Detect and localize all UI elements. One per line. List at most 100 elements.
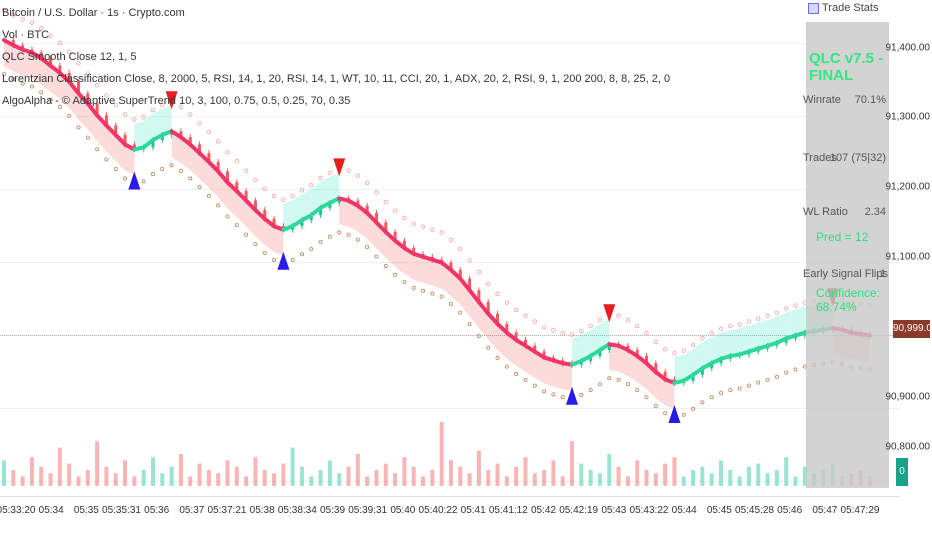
trail-dot [430,291,435,296]
trail-dot [178,169,183,174]
volume-bar [216,473,221,486]
volume-bar [309,476,314,486]
supertrend-cloud [581,329,591,362]
price-axis[interactable]: 91,400.00 91,300.00 91,200.00 91,100.00 … [886,0,932,550]
trail-dot [20,81,25,86]
trail-dot [467,322,472,327]
volume-bar [765,473,770,486]
trail-dot [150,172,155,177]
candle-body [58,65,62,73]
smooth-close-line [448,267,463,281]
upper-band-dot [197,120,202,126]
upper-band-dot [243,168,249,173]
legend-indicator-supertrend[interactable]: AlgoAlpha - © Adaptive SuperTrend 10, 3,… [2,95,351,107]
supertrend-cloud [674,354,684,383]
volume-bar [113,473,118,486]
supertrend-cloud [320,176,330,208]
x-tick-label: 05:45:28 [735,505,774,516]
trail-dot [365,244,370,249]
trail-dot [458,310,463,315]
x-tick-label: 05:38 [249,505,275,516]
legend-indicator-lorentzian[interactable]: Lorentzian Classification Close, 8, 2000… [2,73,671,85]
candle-body [468,278,472,291]
volume-bar [551,460,556,486]
trail-dot [309,247,314,252]
trail-dot [700,400,705,405]
trail-dot [2,72,7,77]
supertrend-cloud [516,339,526,372]
upper-band-dot [113,102,118,108]
volume-bar [681,476,686,486]
volume-bar [653,473,658,486]
candle-body [244,191,248,201]
volume-bar [737,476,742,486]
volume-bar [700,466,705,486]
volume-bar [448,460,453,486]
volume-bar [272,473,277,486]
volume-bar [607,454,612,486]
trail-dot [476,333,481,338]
upper-band-dot [746,319,752,324]
upper-band-dot [560,331,565,336]
upper-band-dot [271,193,277,199]
supertrend-cloud [41,58,51,92]
volume-bar [691,470,696,486]
chart-legend: Bitcoin / U.S. Dollar · 1s · Crypto.com … [2,2,670,112]
trail-dot [141,179,146,184]
candle-body [645,355,649,364]
candle-body [216,161,220,172]
volume-bar [355,454,360,486]
price-chart[interactable] [0,0,900,496]
volume-bar [421,476,426,486]
volume-bar [95,441,100,486]
upper-band-dot [756,316,761,321]
volume-bar [560,476,565,486]
upper-band-dot [653,339,659,345]
time-axis[interactable]: 05:33:20 05:34 05:35 05:35:31 05:36 05:37 05:3… [0,496,900,551]
supertrend-cloud [395,240,405,274]
upper-band-dot [346,168,351,173]
buy-signal-arrow [277,251,290,270]
volume-bar [439,422,444,486]
trail-dot [560,395,565,400]
volume-bar [327,460,332,486]
supertrend-cloud [627,350,638,382]
upper-band-dot [523,313,528,318]
supertrend-cloud [22,49,32,79]
upper-band-dot [532,319,537,324]
supertrend-cloud [609,344,619,372]
upper-band-dot [150,107,156,113]
checkbox-icon[interactable] [808,2,819,14]
legend-volume[interactable]: Vol · BTC [2,29,50,41]
upper-band-dot [39,26,44,31]
trail-dot [681,412,686,417]
supertrend-cloud [795,306,805,336]
legend-symbol[interactable]: Bitcoin / U.S. Dollar · 1s · Crypto.com [2,7,185,19]
trail-dot [188,176,193,181]
candle-body [458,269,462,279]
upper-band-dot [616,313,621,318]
upper-band-dot [579,328,584,334]
volume-bar [2,460,6,486]
upper-band-dot [57,40,63,46]
trade-stats-header[interactable]: Trade Stats [808,2,878,14]
volume-bar [625,476,630,486]
supertrend-cloud [590,324,600,356]
candle-body [132,144,136,150]
candle-body [412,248,416,254]
volume-bar [169,466,174,486]
supertrend-cloud [264,218,275,253]
buy-signal-arrow [128,171,141,190]
volume-bar [57,447,62,486]
upper-band-dot [290,193,295,199]
x-tick-label: 05:47 [812,505,838,516]
supertrend-cloud [4,40,14,72]
volume-bar [206,470,211,486]
trail-dot [532,383,537,388]
upper-band-dot [430,227,435,232]
volume-bar [299,466,304,486]
upper-band-dot [718,326,724,332]
legend-indicator-qlc[interactable]: QLC Smooth Close 12, 1, 5 [2,51,137,63]
trail-dot [439,294,444,299]
x-tick-label: 05:40:22 [418,505,458,516]
